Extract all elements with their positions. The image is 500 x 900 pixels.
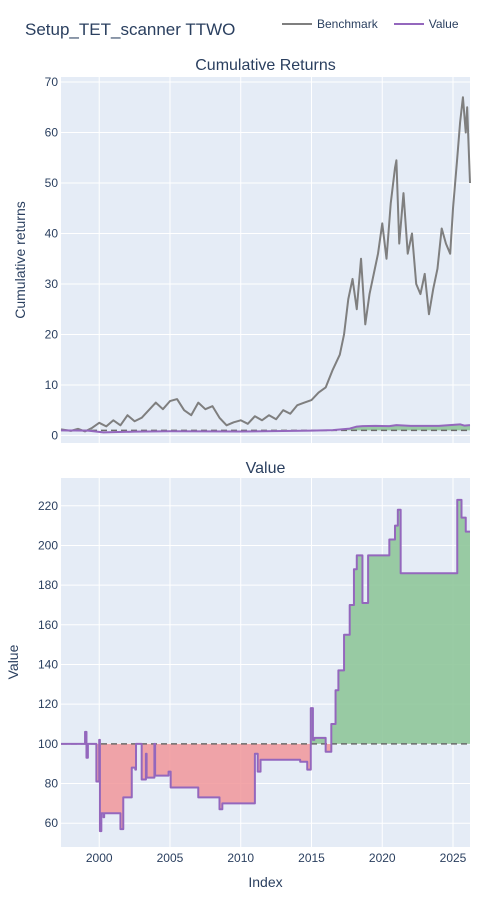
bottom-x-tick-label: 2025 <box>440 851 467 865</box>
legend-label-benchmark: Benchmark <box>317 17 378 31</box>
legend[interactable]: Benchmark Value <box>282 17 459 31</box>
top-gain-fill <box>61 424 470 431</box>
top-grid <box>61 77 470 443</box>
top-y-tick-label: 50 <box>45 176 59 190</box>
bottom-y-tick-label: 100 <box>38 737 58 751</box>
legend-label-value: Value <box>428 17 459 31</box>
loss-fill-area <box>61 743 470 832</box>
legend-item-value[interactable]: Value <box>393 17 459 31</box>
value-line-bottom <box>61 498 470 833</box>
top-y-tick-label: 70 <box>45 75 59 89</box>
page-title: Setup_TET_scanner TTWO <box>25 20 236 39</box>
top-subplot-title: Cumulative Returns <box>195 57 336 74</box>
legend-item-benchmark[interactable]: Benchmark <box>282 17 378 31</box>
top-y-tick-label: 40 <box>45 226 59 240</box>
top-plot-background <box>61 77 470 443</box>
top-y-tick-label: 0 <box>51 428 58 442</box>
bottom-y-tick-label: 140 <box>38 657 58 671</box>
bottom-y-tick-label: 160 <box>38 618 58 632</box>
bottom-x-tick-label: 2000 <box>86 851 113 865</box>
bottom-x-tick-label: 2020 <box>369 851 396 865</box>
legend-swatch-value <box>393 23 424 25</box>
legend-swatch-benchmark <box>282 23 312 25</box>
top-y-tick-label: 60 <box>45 126 59 140</box>
top-y-tick-label: 10 <box>45 378 59 392</box>
bottom-subplot-title: Value <box>246 460 286 477</box>
bottom-x-tick-label: 2015 <box>298 851 325 865</box>
bottom-y-axis-title: Value <box>5 644 21 679</box>
bottom-x-tick-label: 2005 <box>157 851 184 865</box>
bottom-y-tick-label: 200 <box>38 538 58 552</box>
bottom-y-tick-label: 180 <box>38 578 58 592</box>
benchmark-line <box>60 96 471 433</box>
top-y-tick-label: 30 <box>45 277 59 291</box>
top-y-tick-label: 20 <box>45 327 59 341</box>
bottom-y-tick-label: 120 <box>38 697 58 711</box>
bottom-y-tick-label: 80 <box>45 777 59 791</box>
bottom-y-tick-label: 60 <box>45 816 59 830</box>
value-line-top <box>60 423 471 434</box>
top-y-axis-title: Cumulative returns <box>12 201 28 319</box>
x-axis-title: Index <box>248 874 282 890</box>
bottom-x-tick-label: 2010 <box>227 851 254 865</box>
gain-fill-area <box>61 499 470 744</box>
bottom-y-tick-label: 220 <box>38 499 58 513</box>
